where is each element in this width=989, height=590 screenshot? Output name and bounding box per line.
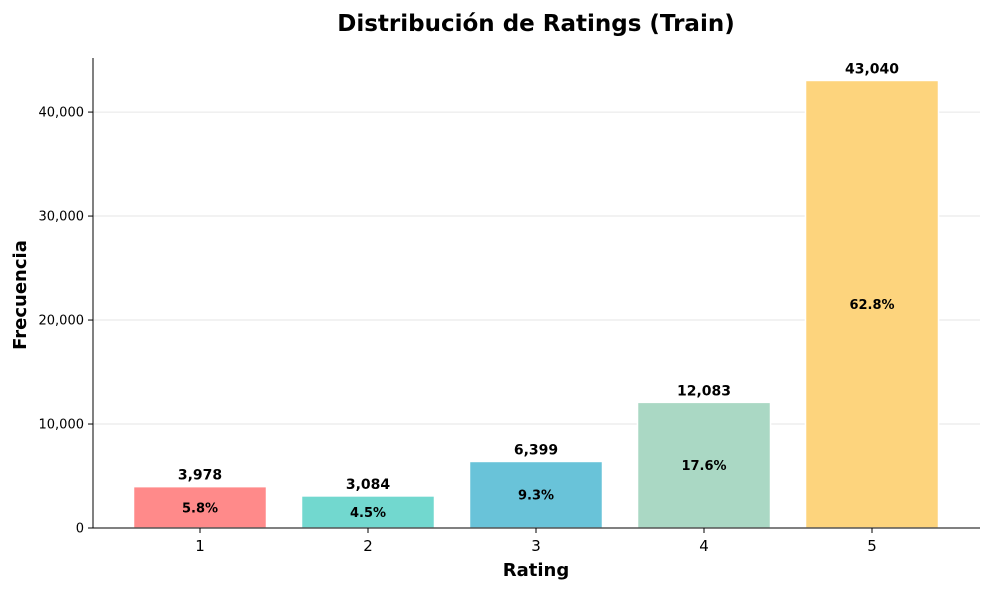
y-tick-label: 0 [76, 522, 84, 537]
y-tick-label: 10,000 [39, 418, 85, 433]
y-axis-label: Frecuencia [10, 240, 31, 350]
value-label: 3,084 [346, 477, 391, 493]
x-ticks: 1 2 3 4 5 [195, 528, 877, 555]
bars [132, 79, 940, 529]
x-tick-label: 1 [195, 537, 205, 555]
y-tick-label: 40,000 [39, 106, 85, 121]
percent-label: 9.3% [518, 489, 554, 504]
y-ticks: 0 10,000 20,000 30,000 40,000 [39, 106, 93, 537]
x-tick-label: 4 [699, 537, 709, 555]
value-label: 6,399 [514, 442, 558, 458]
bar-rating-4 [636, 401, 772, 529]
x-tick-label: 3 [531, 537, 541, 555]
percent-label: 4.5% [350, 506, 386, 521]
bar-rating-3 [468, 460, 604, 529]
y-tick-label: 20,000 [39, 314, 85, 329]
x-tick-label: 5 [867, 537, 877, 555]
chart-title: Distribución de Ratings (Train) [337, 11, 734, 37]
x-tick-label: 2 [363, 537, 373, 555]
percent-label: 62.8% [849, 298, 894, 313]
percent-label: 5.8% [182, 501, 218, 516]
x-axis-label: Rating [503, 560, 569, 581]
value-label: 12,083 [677, 383, 731, 399]
y-tick-label: 30,000 [39, 210, 85, 225]
data-labels: 3,978 5.8% 3,084 4.5% 6,399 9.3% 12,083 17.6% 43… [178, 61, 899, 521]
value-label: 43,040 [845, 61, 899, 77]
bar-rating-1 [132, 485, 268, 529]
bar-rating-5 [804, 79, 940, 529]
value-label: 3,978 [178, 468, 222, 484]
percent-label: 17.6% [681, 459, 726, 474]
